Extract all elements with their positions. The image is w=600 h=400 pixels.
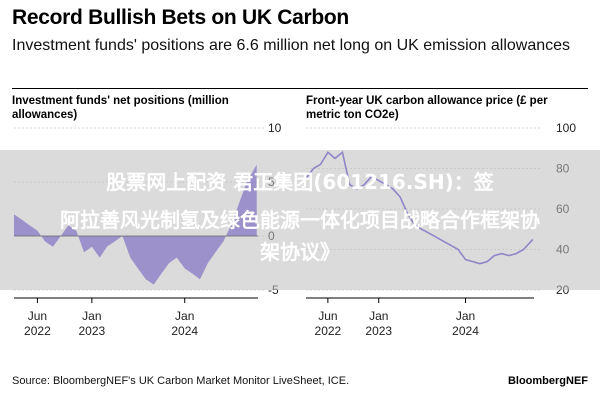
x-tick-label-year: 2022 xyxy=(24,324,51,338)
x-tick-label-year: 2024 xyxy=(452,324,479,338)
x-tick-label-year: 2023 xyxy=(79,324,106,338)
y-tick-label: -5 xyxy=(268,283,279,297)
overlay-text-line-3: 架协议》 xyxy=(260,240,340,264)
x-tick-label-month: Jan xyxy=(175,309,194,323)
right-panel-title: Front-year UK carbon allowance price (£ … xyxy=(306,95,548,121)
overlay-text-line-1: 股票网上配资 君正集团(601216.SH)：签 xyxy=(106,170,494,194)
x-tick-label-month: Jan xyxy=(456,309,475,323)
overlay-text-line-2: 阿拉善风光制氢及绿色能源一体化项目战略合作框架协 xyxy=(60,208,540,232)
x-tick-label-month: Jan xyxy=(82,309,101,323)
header-rule xyxy=(12,88,588,89)
x-tick-label-month: Jun xyxy=(318,309,337,323)
x-tick-label-month: Jun xyxy=(28,309,47,323)
x-tick-label-year: 2023 xyxy=(365,324,392,338)
left-panel-title: Investment funds' net positions (million… xyxy=(12,95,229,121)
x-tick-label-month: Jan xyxy=(369,309,388,323)
chart-title: Record Bullish Bets on UK Carbon xyxy=(12,6,349,29)
watermark-overlay xyxy=(0,150,600,290)
y-tick-label: 10 xyxy=(268,121,282,135)
source-note: Source: BloombergNEF's UK Carbon Market … xyxy=(12,375,350,387)
y-tick-label: 100 xyxy=(556,121,576,135)
x-tick-label-year: 2022 xyxy=(315,324,342,338)
brand-logo-text: BloombergNEF xyxy=(507,375,588,387)
chart-subtitle: Investment funds' positions are 6.6 mill… xyxy=(12,37,571,54)
x-tick-label-year: 2024 xyxy=(171,324,198,338)
